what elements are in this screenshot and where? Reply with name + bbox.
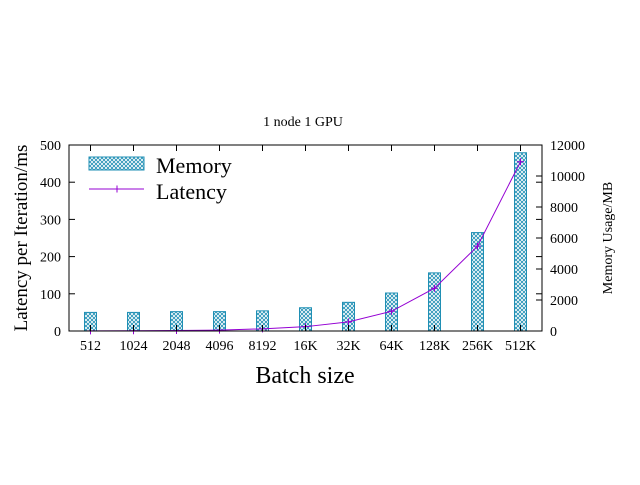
y-tick-label: 400 (40, 176, 61, 191)
x-tick-label: 256K (462, 339, 493, 354)
y-tick-label: 500 (40, 139, 61, 154)
y-tick-label: 200 (40, 251, 61, 266)
x-tick-label: 2048 (163, 339, 191, 354)
x-tick-label: 8192 (249, 339, 277, 354)
x-tick-label: 512 (80, 339, 101, 354)
legend-marker-latency (113, 185, 121, 193)
y-axis-right-ticks: 0 2000 4000 6000 8000 10000 12000 (536, 139, 585, 340)
y-tick-label: 0 (54, 325, 61, 340)
legend-swatch-memory (88, 156, 145, 171)
latency-point-64K (388, 307, 395, 315)
memory-bars (84, 152, 527, 332)
y2-tick-label: 4000 (550, 263, 578, 278)
x-tick-label: 4096 (206, 339, 234, 354)
legend: Memory Latency (88, 153, 232, 204)
legend-label-latency: Latency (156, 179, 227, 204)
x-tick-label: 64K (379, 339, 403, 354)
legend-item-memory: Memory (88, 153, 232, 178)
y2-tick-label: 10000 (550, 170, 585, 185)
x-tick-label: 16K (293, 339, 317, 354)
x-axis-ticks: 512 1024 2048 4096 8192 16K 32K 64K 128K 256K 512K (80, 145, 536, 354)
y-tick-label: 100 (40, 288, 61, 303)
latency-point-512K (517, 158, 524, 166)
x-tick-label: 32K (336, 339, 360, 354)
x-tick-label: 1024 (120, 339, 148, 354)
y2-tick-label: 8000 (550, 201, 578, 216)
memory-bar-512K (514, 152, 527, 332)
x-tick-label: 512K (505, 339, 536, 354)
y2-tick-label: 2000 (550, 294, 578, 309)
y-axis-left-ticks: 0 100 200 300 400 500 (40, 139, 542, 340)
y2-tick-label: 6000 (550, 232, 578, 247)
y2-axis-label: Memory Usage/MB (601, 182, 616, 294)
latency-point-256K (474, 242, 481, 250)
latency-line (90, 161, 521, 332)
chart-title: 1 node 1 GPU (263, 115, 343, 130)
memory-bar-128K (428, 272, 441, 332)
y-tick-label: 300 (40, 213, 61, 228)
y2-tick-label: 0 (550, 325, 557, 340)
y2-tick-label: 12000 (550, 139, 585, 154)
x-tick-label: 128K (419, 339, 450, 354)
legend-label-memory: Memory (156, 153, 232, 178)
x-axis-label: Batch size (255, 363, 354, 389)
latency-point-128K (431, 284, 438, 292)
latency-point-32K (345, 318, 352, 326)
y-axis-label: Latency per Iteration/ms (11, 145, 32, 332)
legend-item-latency: Latency (89, 179, 227, 204)
